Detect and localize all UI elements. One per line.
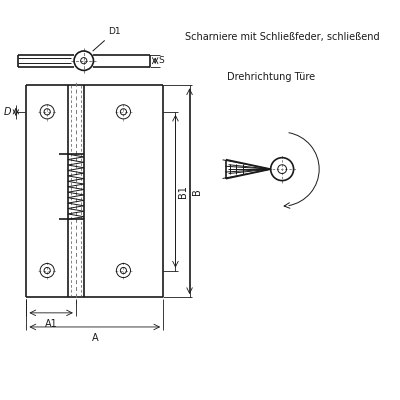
- Text: D: D: [3, 107, 11, 117]
- Text: A1: A1: [45, 319, 58, 329]
- Text: B1: B1: [178, 185, 188, 198]
- Text: S: S: [159, 56, 164, 65]
- Text: B: B: [192, 188, 202, 194]
- Text: D1: D1: [93, 27, 121, 51]
- Text: Scharniere mit Schließfeder, schließend: Scharniere mit Schließfeder, schließend: [185, 32, 380, 42]
- Text: A: A: [92, 333, 98, 343]
- Text: Drehrichtung Türe: Drehrichtung Türe: [228, 72, 316, 82]
